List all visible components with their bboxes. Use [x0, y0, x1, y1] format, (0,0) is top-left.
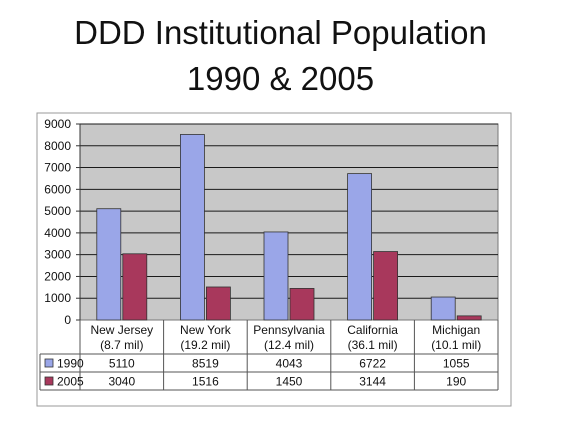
data-label-1990: 1055 [443, 357, 470, 371]
category-sublabel: (10.1 mil) [431, 338, 481, 352]
chart-title-line1: DDD Institutional Population [74, 14, 487, 51]
data-label-1990: 6722 [359, 357, 386, 371]
bar-1990-michigan [430, 296, 456, 321]
bar-2005-new-jersey [122, 253, 148, 321]
category-sublabel: (36.1 mil) [348, 338, 398, 352]
bar-1990-new-jersey [96, 208, 122, 321]
bar-1990-california [347, 173, 373, 321]
y-tick-label: 4000 [44, 226, 71, 240]
bar-2005-new-york [205, 286, 231, 321]
y-tick-label: 1000 [44, 291, 71, 305]
legend-label-1990: 1990 [57, 357, 84, 371]
category-sublabel: (12.4 mil) [264, 338, 314, 352]
category-sublabel: (8.7 mil) [100, 338, 143, 352]
data-label-2005: 3144 [359, 375, 386, 389]
y-tick-label: 7000 [44, 161, 71, 175]
legend-key-2005 [44, 376, 54, 386]
category-label: Pennsylvania [253, 323, 325, 337]
data-label-2005: 190 [446, 375, 466, 389]
bar-2005-california [373, 251, 399, 321]
category-label: New York [180, 323, 232, 337]
y-tick-label: 6000 [44, 182, 71, 196]
y-tick-label: 9000 [44, 117, 71, 131]
data-label-1990: 4043 [276, 357, 303, 371]
legend-key-1990 [44, 358, 54, 368]
y-tick-label: 2000 [44, 269, 71, 283]
data-label-1990: 5110 [109, 357, 135, 371]
bar-1990-new-york [179, 134, 205, 321]
chart-title-line2: 1990 & 2005 [186, 60, 375, 97]
y-tick-label: 5000 [44, 204, 71, 218]
data-label-1990: 8519 [192, 357, 219, 371]
y-tick-label: 0 [64, 313, 71, 327]
bar-2005-michigan [456, 315, 482, 321]
data-label-2005: 3040 [108, 375, 135, 389]
category-sublabel: (19.2 mil) [180, 338, 230, 352]
data-label-2005: 1450 [276, 375, 303, 389]
category-label: Michigan [432, 323, 480, 337]
category-label: California [347, 323, 398, 337]
category-label: New Jersey [90, 323, 153, 337]
bar-1990-pennsylvania [263, 231, 289, 321]
y-tick-label: 3000 [44, 248, 71, 262]
legend-label-2005: 2005 [57, 375, 84, 389]
plot-area [79, 123, 499, 321]
bar-2005-pennsylvania [289, 288, 315, 321]
data-label-2005: 1516 [192, 375, 219, 389]
y-tick-label: 8000 [44, 139, 71, 153]
